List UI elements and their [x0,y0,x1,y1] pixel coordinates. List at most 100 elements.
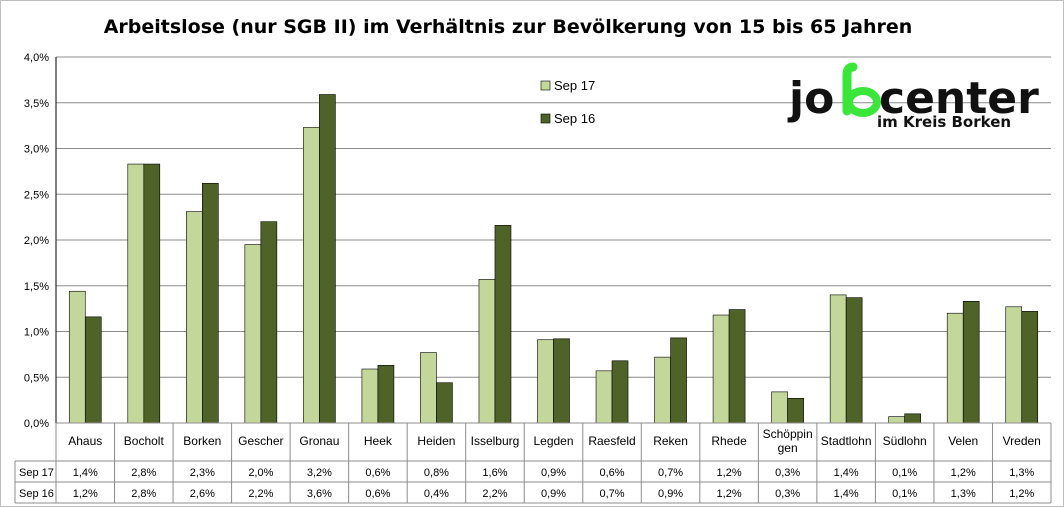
data-label: 0,1% [892,467,917,479]
bar [845,297,863,424]
grid-layer: 0,0% 0,5% 1,0% 1,5% 2,0% 2,5% 3,0% 3,5% 4,0% [24,52,1051,430]
data-label: 2,6% [190,488,215,500]
bar [244,244,262,424]
data-label: 3,2% [307,467,332,479]
x-tick-label: Vreden [1003,434,1041,448]
data-label: 0,9% [658,488,683,500]
data-label: 2,0% [248,467,273,479]
bar [904,413,921,424]
bar [143,163,161,424]
legend-label-sep16: Sep 16 [554,111,595,126]
data-label: 2,2% [482,488,507,500]
bar [260,221,278,424]
y-tick-label: 4,0% [24,52,49,64]
bar [771,391,788,424]
data-label: 1,6% [482,467,507,479]
data-label: 0,9% [541,467,566,479]
data-label: 1,2% [951,467,976,479]
bar [1005,306,1023,424]
logo-text-center: center [879,73,1039,124]
data-label: 0,3% [775,488,800,500]
bar [537,339,554,424]
bar [377,365,395,424]
data-label: 0,6% [365,467,390,479]
x-tick-label: Ahaus [68,434,102,448]
y-tick-label: 0,0% [24,418,49,430]
x-tick-label: Rhede [711,434,747,448]
bar [420,352,437,424]
bar [595,370,613,424]
data-label: 1,2% [717,467,742,479]
data-label: 1,4% [834,467,859,479]
logo-subtitle: im Kreis Borken [877,113,1011,131]
y-tick-label: 3,0% [24,144,49,156]
x-tick-label: Isselburg [471,434,520,448]
data-label: 0,4% [424,488,449,500]
legend-swatch-sep17 [540,80,551,91]
x-tick-label: Legden [533,434,573,448]
data-label: 0,1% [892,488,917,500]
data-label: 2,2% [248,488,273,500]
bar [962,301,980,424]
bar [68,290,86,424]
data-label: 0,6% [365,488,390,500]
bar [436,382,453,424]
bar [712,314,730,424]
data-label: 0,6% [599,467,624,479]
bar [946,312,964,424]
x-tick-label: Velen [948,434,978,448]
data-label: 0,8% [424,467,449,479]
y-tick-label: 1,0% [24,327,49,339]
y-tick-label: 2,0% [24,235,49,247]
chart-title: Arbeitslose (nur SGB II) im Verhältnis z… [104,16,913,38]
data-label: 1,3% [1009,467,1034,479]
bar [361,368,379,424]
bar [553,338,570,424]
bar [1021,311,1039,424]
y-tick-label: 2,5% [24,189,49,201]
x-tick-label: gen [778,441,798,455]
data-label: 0,9% [541,488,566,500]
bar [319,94,336,424]
data-label: 0,3% [775,467,800,479]
x-tick-label: Reken [653,434,688,448]
data-table: Ahaus Bocholt Borken Gescher Gronau Heek Heide… [14,422,1052,504]
legend: Sep 17 Sep 16 [540,78,595,126]
bar [654,356,671,424]
y-tick-label: 0,5% [24,372,49,384]
table-series-name: Sep 16 [19,488,54,500]
data-label: 1,2% [717,488,742,500]
bar [494,225,512,424]
data-label: 2,8% [131,467,156,479]
data-label: 2,3% [190,467,215,479]
bar [787,397,804,424]
x-tick-label: Südlohn [883,434,927,448]
x-tick-label: Heiden [417,434,455,448]
x-tick-label: Bocholt [124,434,165,448]
legend-label-sep17: Sep 17 [554,78,595,93]
data-label: 0,7% [599,488,624,500]
y-tick-label: 1,5% [24,281,49,293]
data-label: 2,8% [131,488,156,500]
bar [478,279,496,424]
data-label: 3,6% [307,488,332,500]
data-label: 1,3% [951,488,976,500]
data-label: 1,2% [1009,488,1034,500]
data-label: 1,2% [73,488,98,500]
x-tick-label: Gronau [299,434,339,448]
bar [127,163,145,424]
bar [888,416,905,424]
logo-text-jo: jo [787,73,834,124]
x-tick-label: Raesfeld [588,434,635,448]
x-tick-label: Heek [364,434,393,448]
bar [186,211,203,424]
bar [611,360,629,424]
x-tick-label: Borken [183,434,221,448]
x-tick-label: Stadtlohn [821,434,872,448]
data-label: 0,7% [658,467,683,479]
table-series-name: Sep 17 [19,467,54,479]
bar [202,182,219,424]
legend-swatch-sep16 [540,113,551,124]
